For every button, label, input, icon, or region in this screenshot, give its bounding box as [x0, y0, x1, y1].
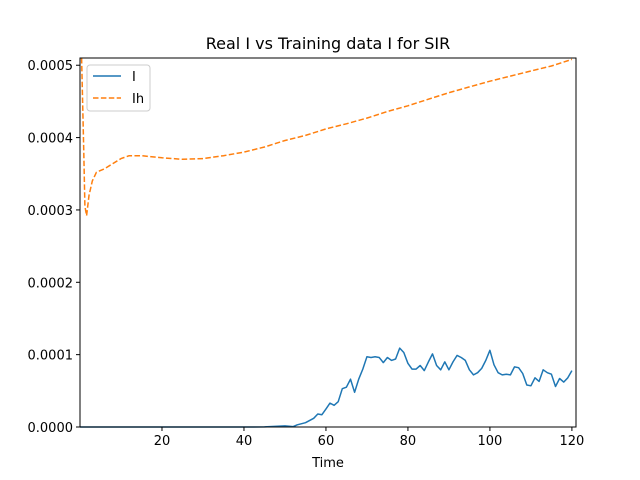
y-tick-label: 0.0004 — [28, 132, 74, 147]
y-axis-ticks: 0.0000 0.0001 0.0002 0.0003 0.0004 0.0005 — [28, 59, 80, 436]
x-tick-label: 20 — [154, 434, 171, 449]
y-tick-label: 0.0000 — [28, 421, 74, 436]
y-tick-label: 0.0001 — [28, 349, 74, 364]
x-tick-label: 80 — [400, 434, 417, 449]
legend-label-ih: Ih — [132, 92, 144, 107]
plot-area-frame — [79, 57, 577, 428]
x-tick-label: 120 — [559, 434, 584, 449]
legend-label-i: I — [132, 70, 136, 85]
legend: I Ih — [86, 64, 151, 112]
x-axis-ticks: 20 40 60 80 100 120 — [154, 427, 584, 449]
x-tick-label: 100 — [478, 434, 503, 449]
series-line-i — [80, 347, 573, 428]
plot-series — [80, 57, 573, 428]
y-tick-label: 0.0003 — [28, 204, 74, 219]
x-tick-label: 60 — [318, 434, 335, 449]
x-tick-label: 40 — [236, 434, 253, 449]
x-axis-label: Time — [311, 456, 344, 471]
chart-title: Real I vs Training data I for SIR — [206, 34, 451, 53]
y-tick-label: 0.0002 — [28, 276, 74, 291]
y-tick-label: 0.0005 — [28, 59, 74, 74]
